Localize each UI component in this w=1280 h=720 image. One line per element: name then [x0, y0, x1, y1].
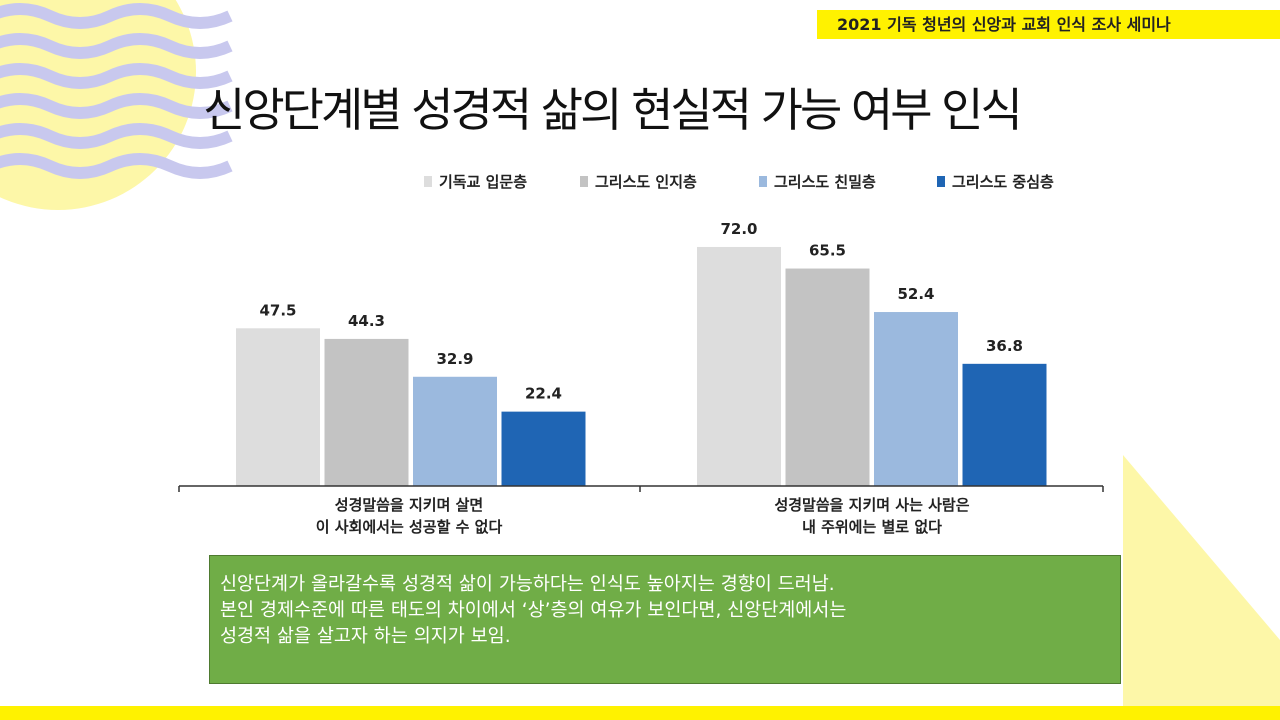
chart-bars: [236, 246, 1047, 486]
legend-swatch-1: [424, 176, 432, 187]
data-label-series-4-group-1: 22.4: [525, 385, 562, 403]
data-label-series-1-group-1: 47.5: [259, 301, 296, 319]
chart-category-labels: 성경말씀을 지키며 살면이 사회에서는 성공할 수 없다 성경말씀을 지키며 사는…: [316, 496, 970, 536]
category-label-1-line-2: 이 사회에서는 성공할 수 없다: [316, 518, 503, 536]
bottom-accent-bar: [0, 706, 1280, 720]
data-label-series-2-group-2: 65.5: [809, 242, 846, 260]
legend-label-1: 기독교 입문층: [439, 173, 527, 191]
page-title: 신앙단계별 성경적 삶의 현실적 가능 여부 인식: [203, 83, 1023, 137]
seminar-banner: 2021 기독 청년의 신앙과 교회 인식 조사 세미나: [817, 10, 1280, 39]
summary-box: 신앙단계가 올라갈수록 성경적 삶이 가능하다는 인식도 높아지는 경향이 드러…: [209, 555, 1121, 684]
legend-label-2: 그리스도 인지층: [595, 173, 697, 191]
bar-series-3-group-2: [874, 312, 958, 486]
legend-label-3: 그리스도 친밀층: [774, 173, 876, 191]
category-label-1-line-1: 성경말씀을 지키며 살면: [335, 496, 483, 514]
chart-data-labels: 47.5 72.0 44.3 65.5 32.9 52.4 22.4 36.8: [259, 220, 1023, 403]
yellow-triangle-decoration: [1123, 455, 1280, 706]
chart-axis: [178, 485, 1104, 492]
chart-legend: 기독교 입문층 그리스도 인지층 그리스도 친밀층 그리스도 중심층: [424, 173, 1054, 191]
legend-swatch-2: [580, 176, 588, 187]
data-label-series-3-group-1: 32.9: [436, 350, 473, 368]
legend-swatch-4: [937, 176, 945, 187]
summary-line-1: 신앙단계가 올라갈수록 성경적 삶이 가능하다는 인식도 높아지는 경향이 드러…: [220, 574, 835, 595]
category-label-2-line-1: 성경말씀을 지키며 사는 사람은: [774, 496, 969, 514]
purple-wave-decoration: [0, 3, 233, 179]
bar-series-4-group-2: [962, 363, 1047, 486]
category-label-2-line-2: 내 주위에는 별로 없다: [802, 518, 942, 536]
data-label-series-3-group-2: 52.4: [897, 285, 934, 303]
summary-line-2: 본인 경제수준에 따른 태도의 차이에서 ‘상’층의 여유가 보인다면, 신앙단…: [220, 600, 847, 621]
bar-series-2-group-2: [785, 268, 870, 486]
legend-swatch-3: [759, 176, 767, 187]
bar-series-2-group-1: [324, 338, 409, 486]
summary-line-3: 성경적 삶을 살고자 하는 의지가 보임.: [220, 626, 511, 647]
data-label-series-2-group-1: 44.3: [348, 312, 385, 330]
bar-series-3-group-1: [413, 376, 497, 486]
data-label-series-4-group-2: 36.8: [986, 337, 1023, 355]
bar-series-1-group-1: [236, 328, 320, 486]
bar-series-1-group-2: [697, 246, 781, 486]
legend-label-4: 그리스도 중심층: [952, 173, 1054, 191]
data-label-series-1-group-2: 72.0: [720, 220, 757, 238]
bar-series-4-group-1: [501, 411, 586, 486]
